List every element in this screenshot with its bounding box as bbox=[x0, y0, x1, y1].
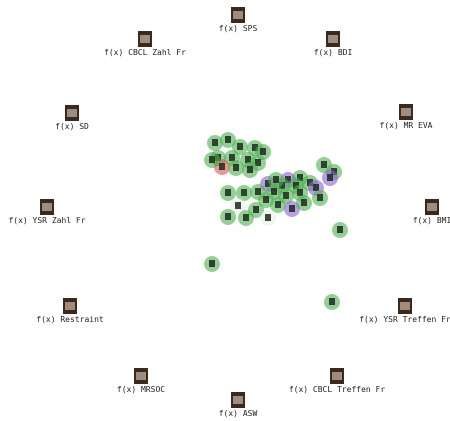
point-glyph bbox=[301, 199, 307, 206]
point-glyph bbox=[293, 182, 299, 189]
point-glyph bbox=[235, 202, 241, 209]
point-glyph bbox=[233, 164, 239, 171]
point-glyph bbox=[225, 189, 231, 196]
point-glyph bbox=[241, 189, 247, 196]
anchor-label: f(x) MRSOC bbox=[117, 385, 165, 394]
point-glyph bbox=[337, 226, 343, 233]
anchor-label: f(x) SD bbox=[55, 122, 89, 131]
point-glyph bbox=[273, 176, 279, 183]
point-glyph bbox=[297, 174, 303, 181]
point-glyph bbox=[263, 196, 269, 203]
anchor-label: f(x) MR EVA bbox=[380, 121, 433, 130]
point-glyph bbox=[255, 188, 261, 195]
point-glyph bbox=[225, 213, 231, 220]
point-glyph bbox=[212, 139, 218, 146]
anchor-label: f(x) ASW bbox=[219, 409, 258, 418]
point-glyph bbox=[260, 148, 266, 155]
point-glyph bbox=[237, 143, 243, 150]
anchor-icon-inner bbox=[136, 372, 146, 380]
point-glyph bbox=[225, 136, 231, 143]
anchor-icon-inner bbox=[401, 108, 411, 116]
anchor-label: f(x) YSR Treffen Fr bbox=[359, 315, 450, 324]
point-glyph bbox=[209, 156, 215, 163]
anchor-icon-inner bbox=[233, 396, 243, 404]
point-glyph bbox=[329, 298, 335, 305]
point-glyph bbox=[289, 205, 295, 212]
point-glyph bbox=[271, 188, 277, 195]
point-glyph bbox=[307, 179, 313, 186]
anchor-icon-inner bbox=[400, 302, 410, 310]
point-glyph bbox=[321, 161, 327, 168]
anchor-icon-inner bbox=[67, 109, 77, 117]
point-glyph bbox=[247, 166, 253, 173]
point-glyph bbox=[265, 180, 271, 187]
anchor-icon-inner bbox=[65, 302, 75, 310]
point-glyph bbox=[253, 206, 259, 213]
point-glyph bbox=[285, 176, 291, 183]
anchor-icon-inner bbox=[332, 372, 342, 380]
anchor-icon-inner bbox=[427, 203, 437, 211]
anchor-label: f(x) Restraint bbox=[36, 315, 104, 324]
point-glyph bbox=[255, 159, 261, 166]
point-glyph bbox=[265, 214, 271, 221]
point-glyph bbox=[327, 174, 333, 181]
point-glyph bbox=[243, 214, 249, 221]
point-glyph bbox=[219, 163, 225, 170]
point-glyph bbox=[279, 182, 285, 189]
anchor-icon-inner bbox=[42, 203, 52, 211]
point-glyph bbox=[283, 192, 289, 199]
point-glyph bbox=[252, 144, 258, 151]
anchor-label: f(x) BMI bbox=[413, 216, 450, 225]
point-glyph bbox=[317, 194, 323, 201]
anchor-label: f(x) SPS bbox=[219, 24, 258, 33]
anchor-icon-inner bbox=[140, 35, 150, 43]
anchor-label: f(x) BDI bbox=[314, 48, 353, 57]
anchor-label: f(x) CBCL Treffen Fr bbox=[289, 385, 386, 394]
point-glyph bbox=[245, 156, 251, 163]
point-glyph bbox=[229, 154, 235, 161]
point-glyph bbox=[313, 184, 319, 191]
anchor-icon-inner bbox=[233, 11, 243, 19]
anchor-label: f(x) CBCL Zahl Fr bbox=[104, 48, 186, 57]
point-glyph bbox=[297, 189, 303, 196]
point-glyph bbox=[275, 201, 281, 208]
point-glyph bbox=[209, 260, 215, 267]
anchor-icon-inner bbox=[328, 35, 338, 43]
anchor-label: f(x) YSR Zahl Fr bbox=[8, 216, 85, 225]
